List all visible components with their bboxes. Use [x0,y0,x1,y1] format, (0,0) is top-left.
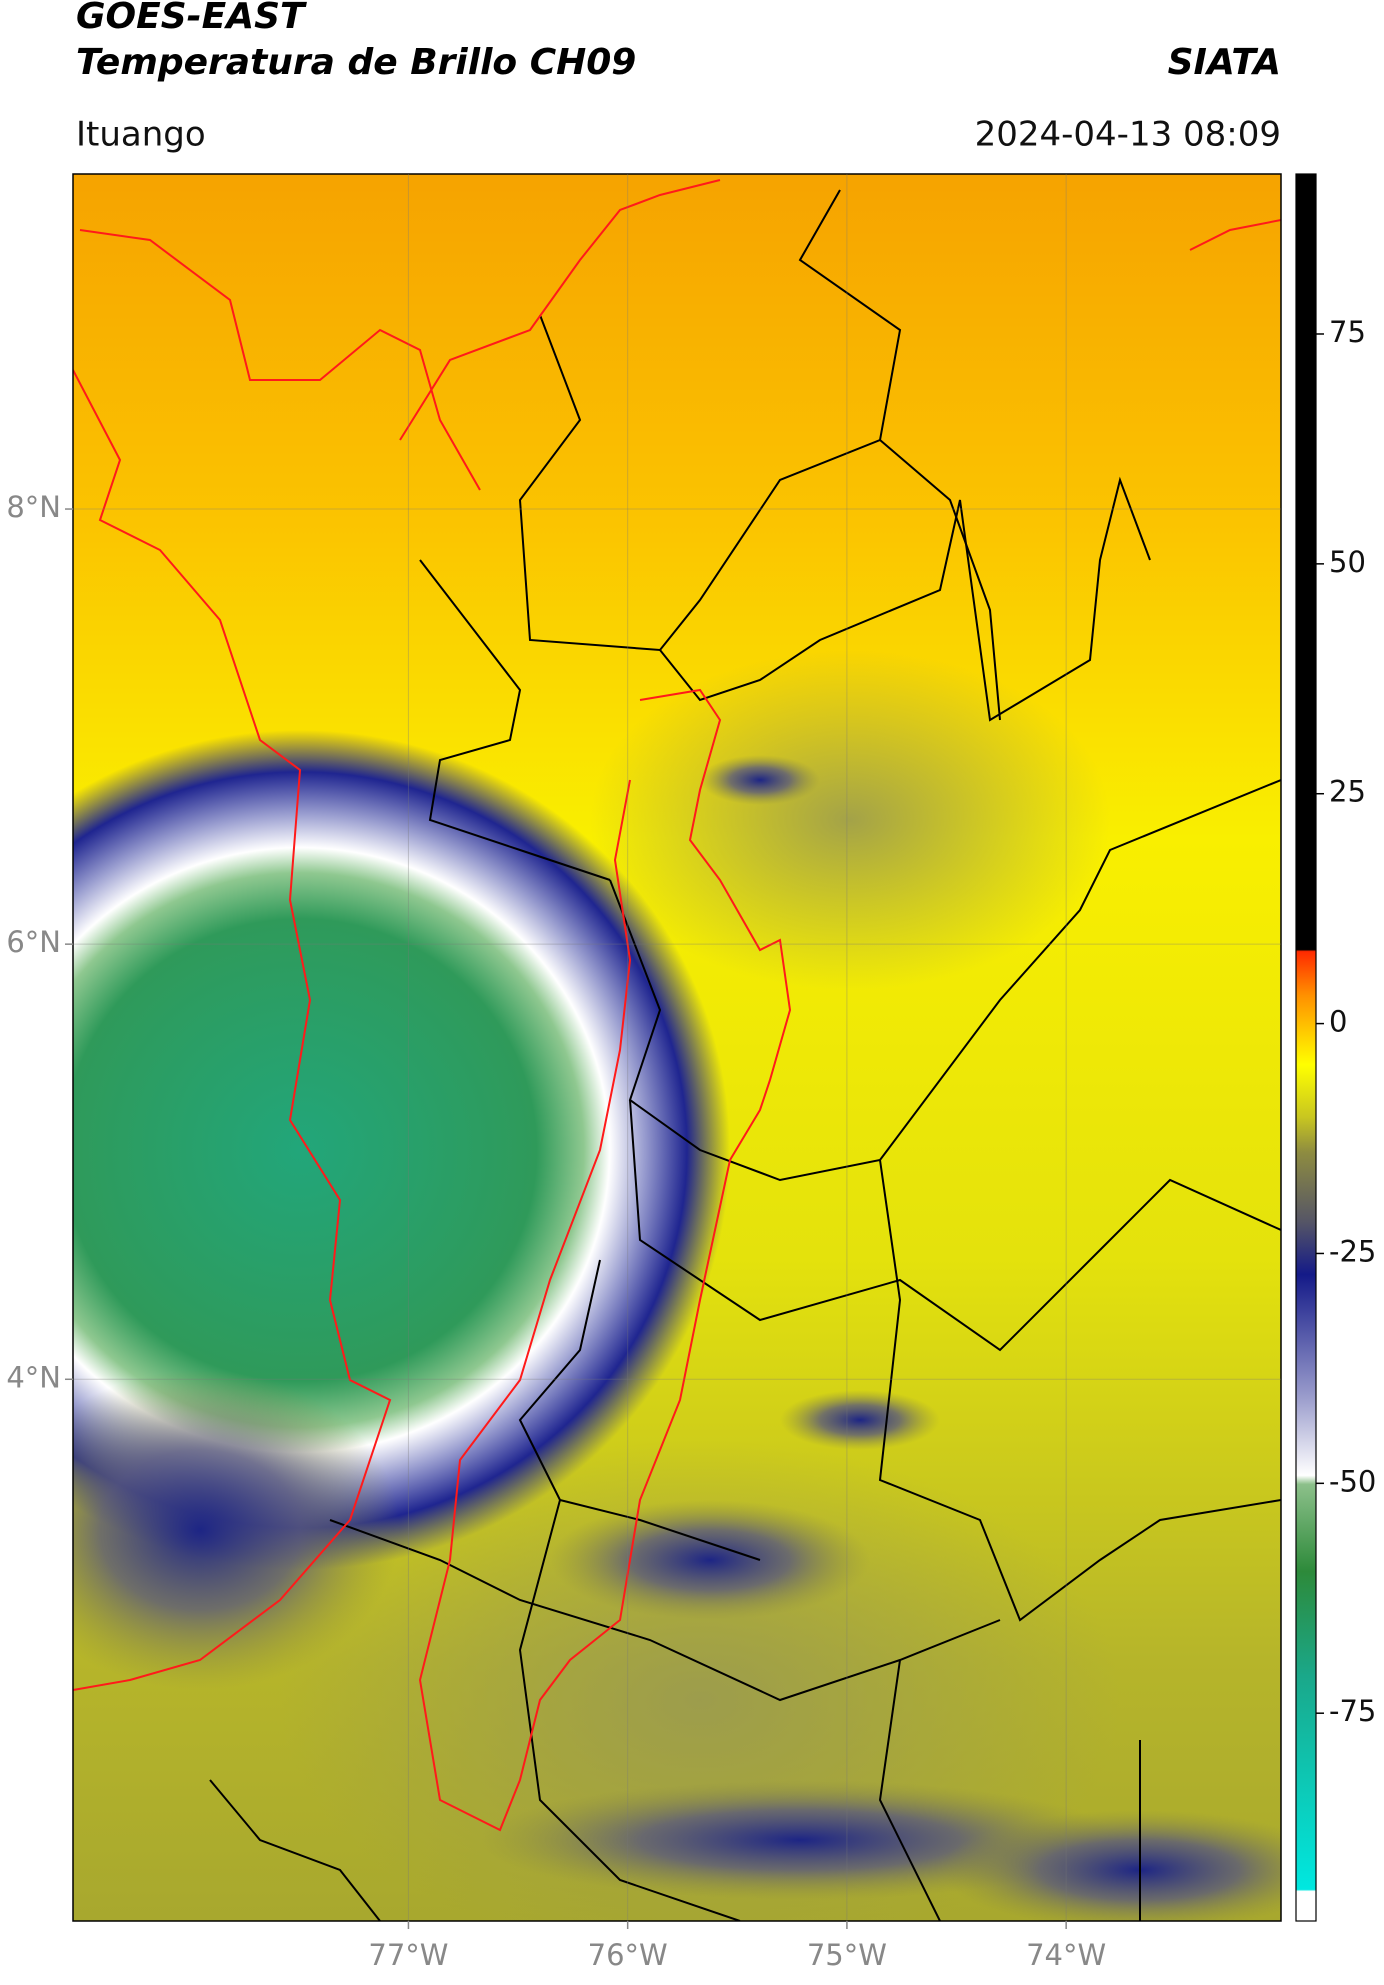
x-tick-label: 76°W [588,1938,668,1972]
colorbar-tick-label: -75 [1329,1694,1376,1728]
brand: SIATA [1168,42,1281,83]
y-tick-label: 8°N [6,490,61,524]
colorbar-tick-label: -25 [1329,1234,1376,1268]
x-tick-label: 77°W [368,1938,448,1972]
colorbar-tick-label: -50 [1329,1464,1376,1498]
colorbar-tick-label: 75 [1329,315,1366,349]
map-image [73,174,1281,1921]
map-frame [72,173,1282,1922]
datetime: 2024-04-13 08:09 [975,115,1281,155]
x-tick-label: 75°W [807,1938,887,1972]
subtitle: Temperatura de Brillo CH09 [76,42,636,83]
colorbar-tick-label: 25 [1329,775,1366,809]
colorbar-tick-label: 0 [1329,1005,1347,1039]
title: GOES-EAST [76,0,307,37]
colorbar-tick-label: 50 [1329,545,1366,579]
colorbar [1295,173,1317,1922]
location: Ituango [76,115,206,155]
y-tick-label: 4°N [6,1360,61,1394]
x-tick-label: 74°W [1026,1938,1106,1972]
y-tick-label: 6°N [6,925,61,959]
